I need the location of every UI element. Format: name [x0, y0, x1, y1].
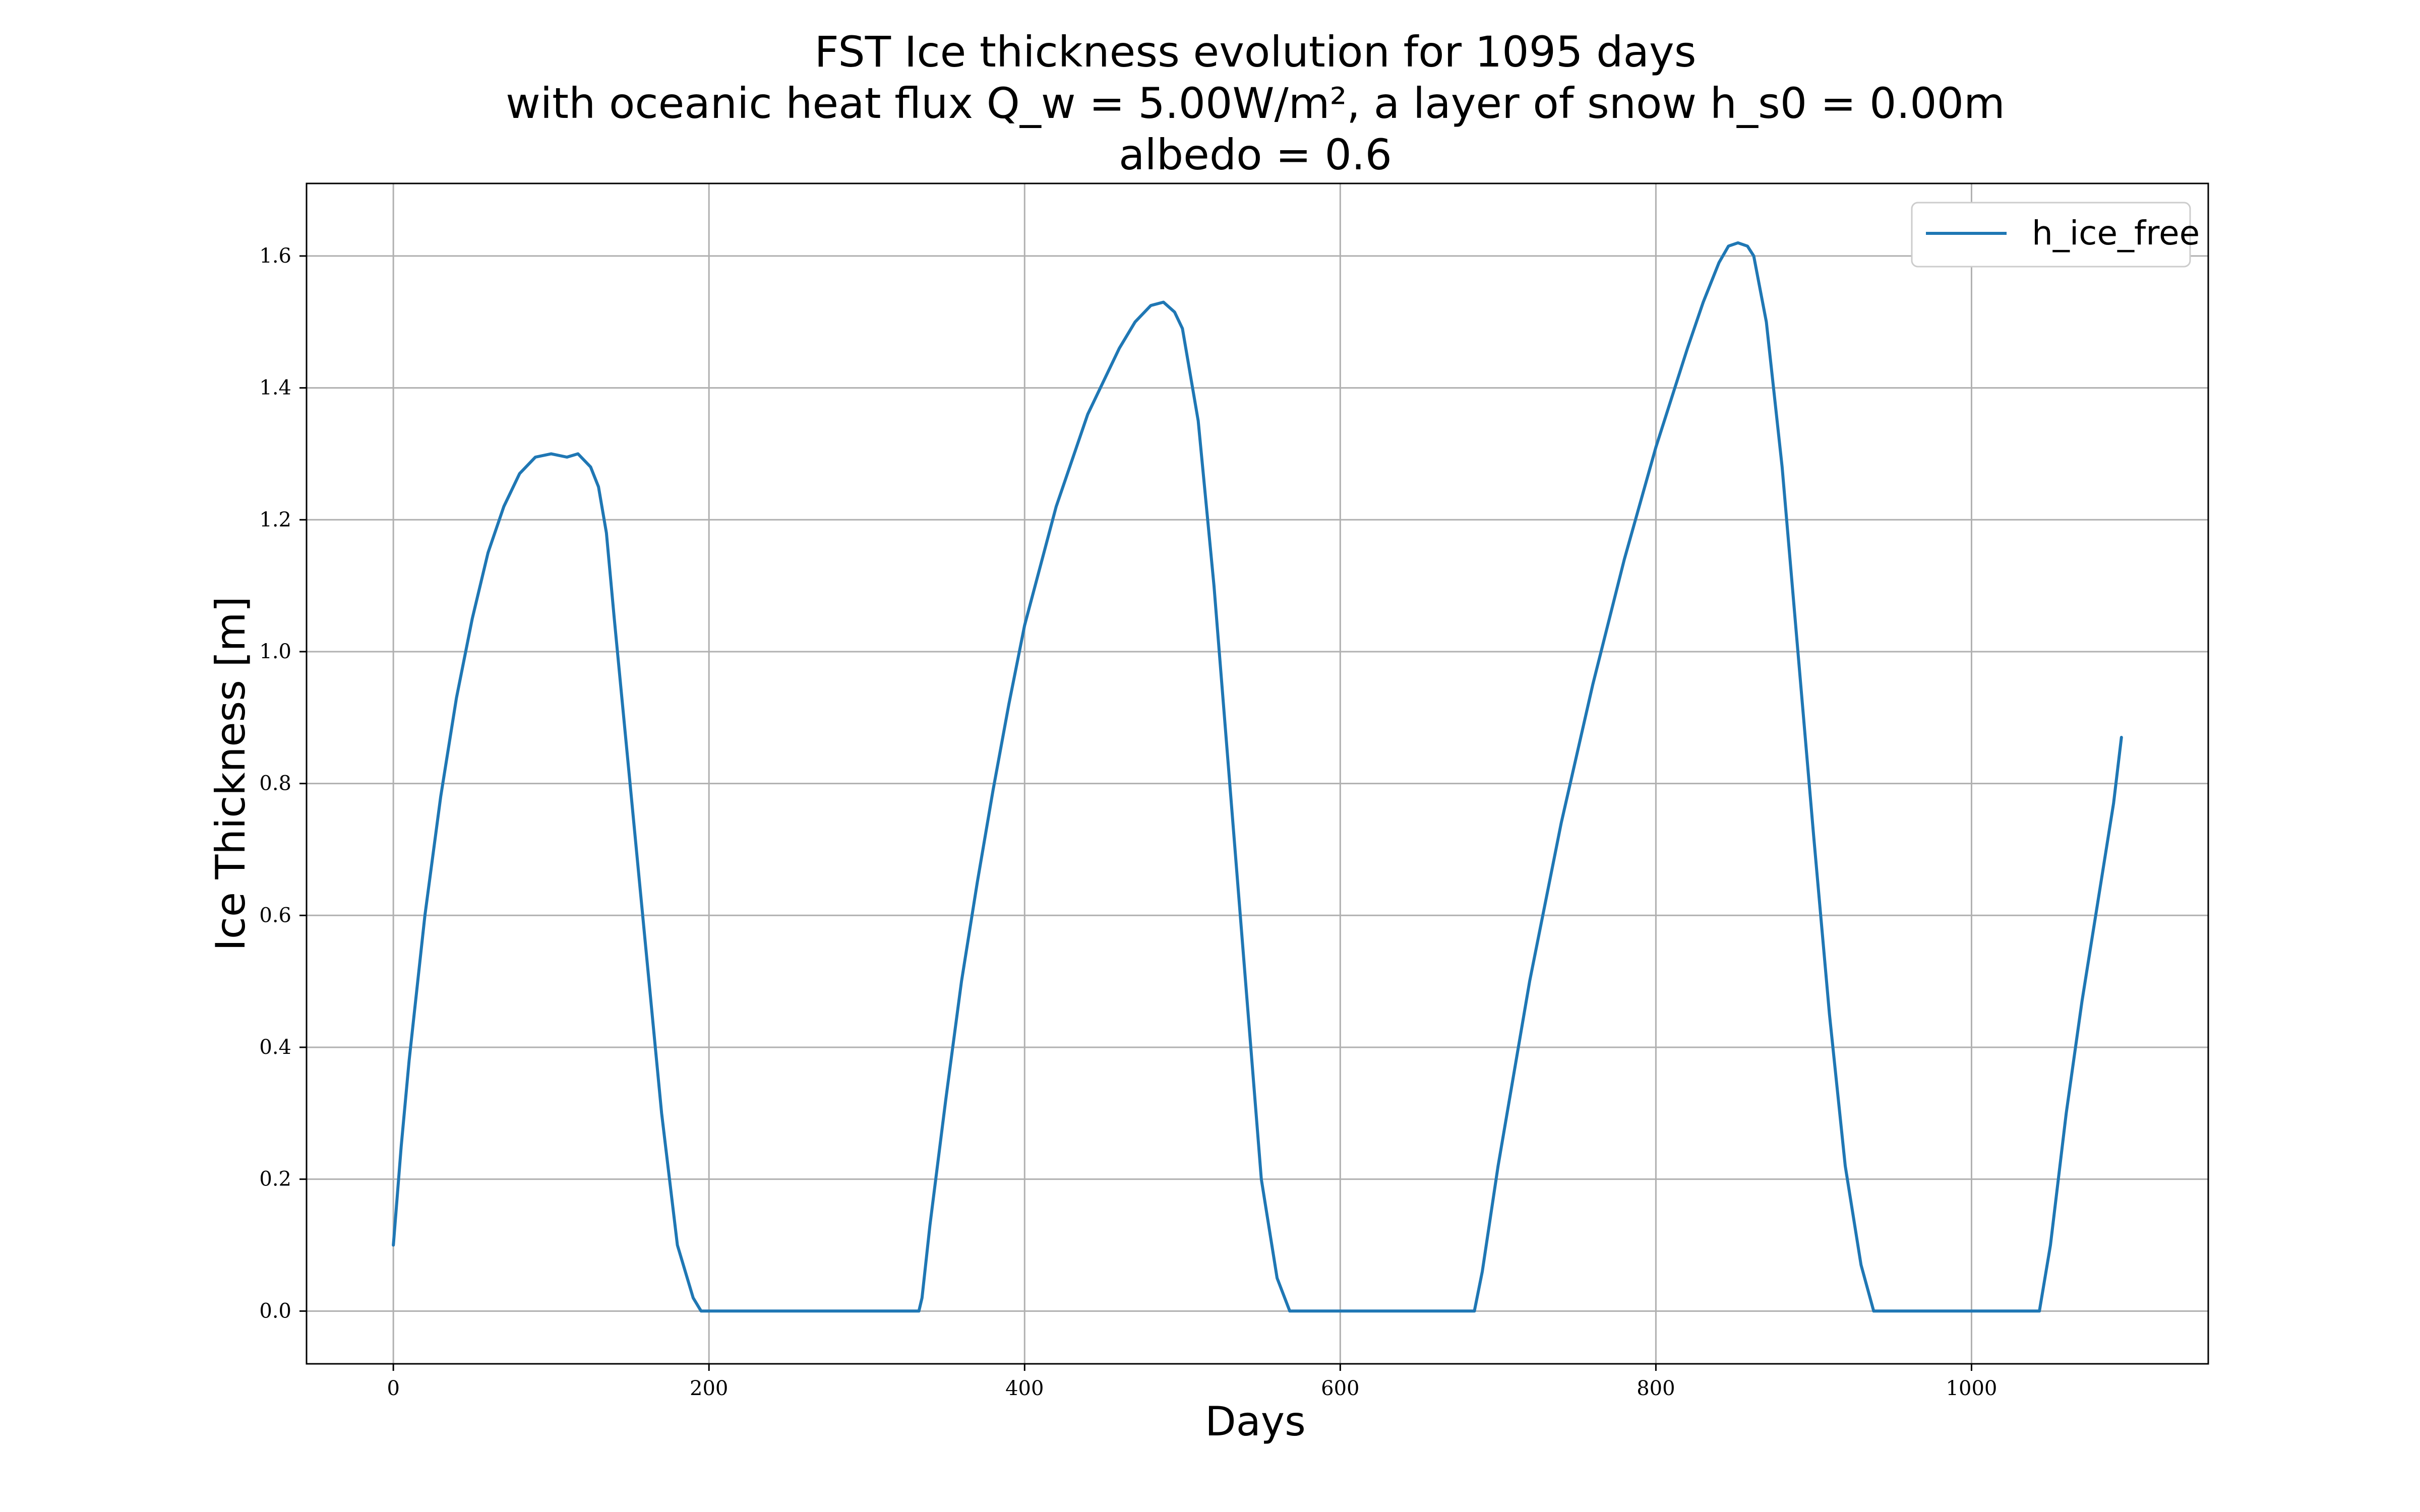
- x-tick-label: 0: [387, 1377, 399, 1400]
- x-tick-label: 1000: [1946, 1377, 1998, 1400]
- y-tick-label: 1.2: [259, 508, 291, 531]
- y-axis-label: Ice Thickness [m]: [207, 596, 254, 951]
- x-axis-ticks: 0 200 400 600 800 1000: [387, 1364, 1997, 1400]
- chart-title-line-3: albedo = 0.6: [1119, 130, 1392, 179]
- x-tick-label: 400: [1005, 1377, 1044, 1400]
- chart-title-line-2: with oceanic heat flux Q_w = 5.00W/m², a…: [506, 79, 2005, 128]
- grid: [307, 183, 2208, 1364]
- y-axis-ticks: 0.0 0.2 0.4 0.6 0.8 1.0 1.2 1.4 1.6: [259, 244, 307, 1322]
- y-tick-label: 0.6: [259, 904, 291, 927]
- legend-label: h_ice_free: [2032, 214, 2200, 253]
- y-tick-label: 1.4: [259, 376, 291, 400]
- legend-frame: [1911, 202, 2191, 268]
- y-tick-label: 0.8: [259, 772, 291, 795]
- y-tick-label: 1.6: [259, 244, 291, 268]
- chart-title-line-1: FST Ice thickness evolution for 1095 day…: [815, 27, 1697, 77]
- y-tick-label: 0.2: [259, 1168, 291, 1191]
- plot-series: [392, 241, 2123, 1313]
- y-tick-label: 0.0: [259, 1299, 291, 1322]
- x-tick-label: 600: [1321, 1377, 1359, 1400]
- series-line-h_ice_free: [392, 241, 2123, 1313]
- x-axis-label: Days: [1205, 1398, 1306, 1445]
- x-tick-label: 800: [1637, 1377, 1675, 1400]
- y-tick-label: 0.4: [259, 1036, 291, 1059]
- title-block: FST Ice thickness evolution for 1095 day…: [506, 27, 2005, 179]
- y-tick-label: 1.0: [259, 640, 291, 663]
- plot-area-frame: [306, 182, 2209, 1365]
- x-tick-label: 200: [690, 1377, 728, 1400]
- legend: h_ice_free: [1911, 202, 2200, 268]
